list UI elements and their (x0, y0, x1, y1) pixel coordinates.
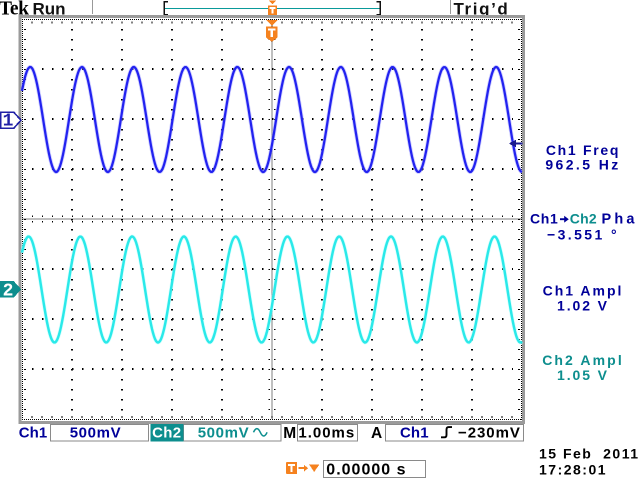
svg-text:A: A (371, 425, 382, 442)
svg-text:Run: Run (33, 0, 66, 18)
svg-text:Ch2 Ampl: Ch2 Ampl (542, 352, 624, 368)
svg-text:17:28:01: 17:28:01 (539, 462, 607, 478)
svg-text:15 Feb 2011: 15 Feb 2011 (539, 446, 640, 462)
svg-text:Ch2: Ch2 (570, 211, 597, 227)
svg-text:−230mV: −230mV (458, 425, 521, 442)
svg-text:1.00ms: 1.00ms (298, 425, 355, 442)
svg-text:Ch1: Ch1 (530, 211, 558, 227)
svg-text:962.5 Hz: 962.5 Hz (545, 157, 620, 173)
svg-text:Pha: Pha (602, 212, 638, 228)
svg-text:1.05 V: 1.05 V (557, 367, 609, 383)
svg-text:Ch1: Ch1 (19, 425, 48, 442)
svg-text:Trig’d: Trig’d (454, 0, 510, 18)
svg-text:1: 1 (3, 111, 14, 131)
svg-text:2: 2 (3, 282, 14, 302)
svg-text:1.02 V: 1.02 V (557, 298, 609, 314)
svg-text:Ch1 Freq: Ch1 Freq (546, 142, 620, 158)
svg-text:M: M (283, 425, 296, 442)
svg-text:−3.551 °: −3.551 ° (547, 227, 619, 243)
svg-text:Ch2: Ch2 (152, 425, 181, 442)
svg-text:500mV: 500mV (198, 425, 250, 442)
svg-text:500mV: 500mV (70, 425, 122, 442)
svg-text:Ch1: Ch1 (400, 425, 429, 442)
svg-text:0.00000 s: 0.00000 s (326, 461, 406, 478)
svg-text:Ch1 Ampl: Ch1 Ampl (543, 282, 624, 298)
svg-text:Tek: Tek (0, 0, 29, 20)
